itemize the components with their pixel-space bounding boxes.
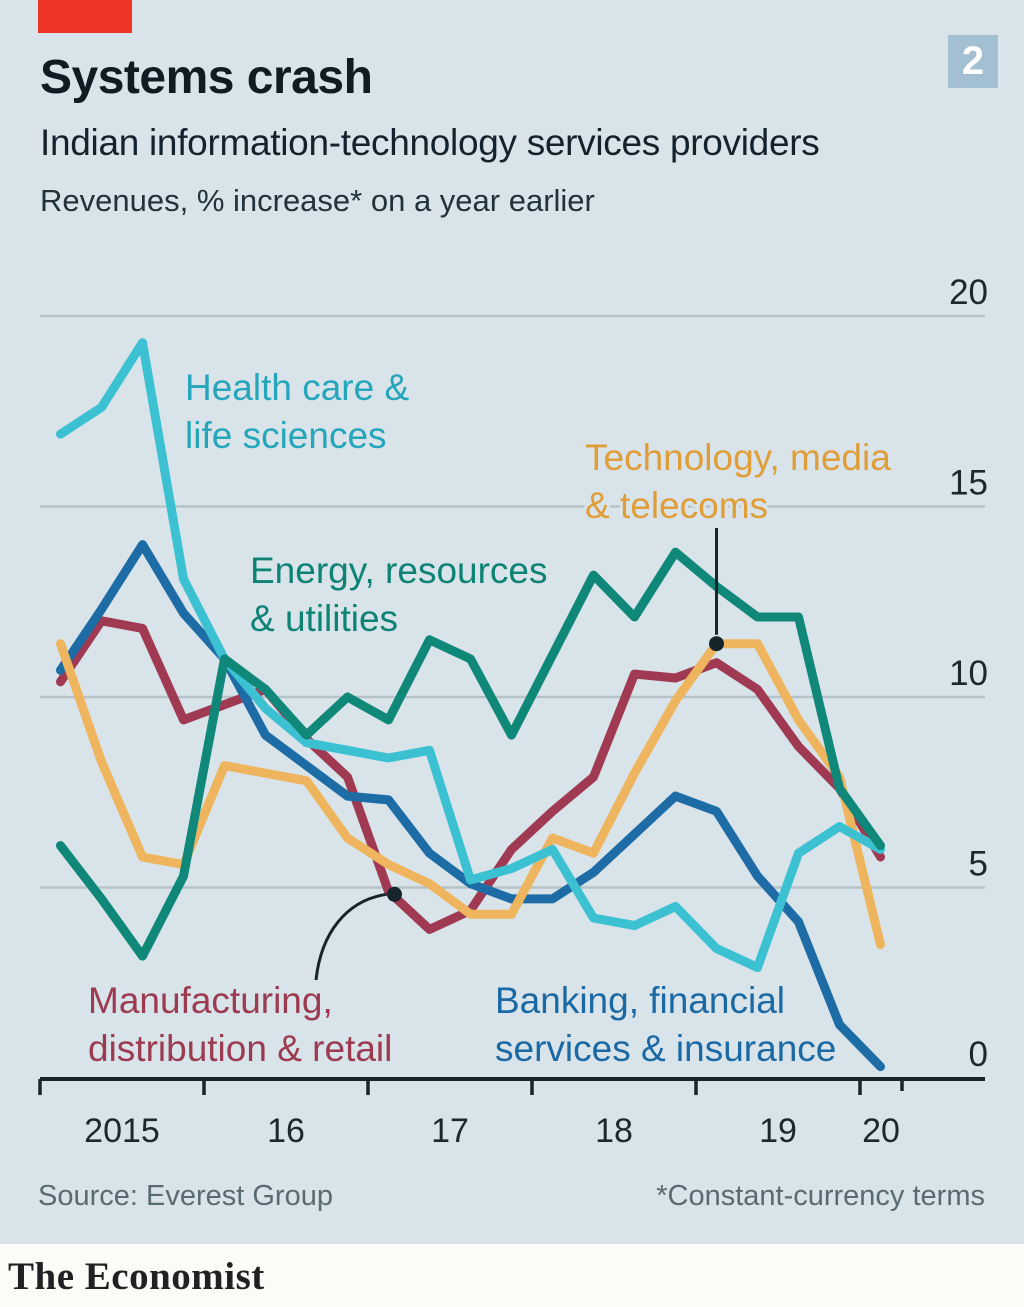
y-tick-label-10: 10 bbox=[949, 654, 988, 693]
series-line-technology-media-telecoms bbox=[56, 639, 885, 950]
series-lines bbox=[56, 338, 885, 1072]
annotation-dot-technology bbox=[709, 636, 724, 652]
series-label-banking: Banking, financial services & insurance bbox=[495, 980, 836, 1069]
source-note: Source: Everest Group bbox=[38, 1180, 333, 1212]
x-axis: 2015 16 17 18 19 20 bbox=[38, 1077, 985, 1150]
masthead-strip: The Economist bbox=[0, 1244, 1024, 1307]
y-tick-label-0: 0 bbox=[969, 1035, 988, 1074]
y-tick-label-20: 20 bbox=[949, 273, 988, 312]
y-tick-label-15: 15 bbox=[949, 464, 988, 503]
series-label-manufacturing: Manufacturing, distribution & retail bbox=[88, 980, 392, 1069]
x-tick-label-2015: 2015 bbox=[84, 1112, 160, 1150]
chart-title: Systems crash bbox=[40, 51, 373, 104]
annotation-curve-manufacturing bbox=[314, 892, 387, 981]
chart-measure-line: Revenues, % increase* on a year earlier bbox=[40, 183, 595, 218]
chart-subtitle: Indian information-technology services p… bbox=[40, 122, 820, 163]
annotation-callouts bbox=[314, 528, 724, 981]
x-tick-label-18: 18 bbox=[595, 1112, 633, 1150]
gridlines bbox=[40, 314, 985, 889]
economist-red-tab bbox=[38, 0, 132, 33]
series-line-health-care-life-sciences bbox=[56, 338, 885, 972]
series-label-technology: Technology, media & telecoms bbox=[585, 437, 901, 526]
series-label-healthcare: Health care & life sciences bbox=[185, 367, 419, 456]
series-line-energy-resources-utilities bbox=[56, 547, 885, 961]
x-tick-label-20: 20 bbox=[862, 1112, 900, 1150]
y-tick-label-5: 5 bbox=[969, 845, 988, 884]
x-tick-label-17: 17 bbox=[431, 1112, 469, 1150]
y-axis-labels: 0 5 10 15 20 bbox=[949, 273, 988, 1074]
figure-number: 2 bbox=[961, 39, 985, 83]
series-label-energy: Energy, resources & utilities bbox=[250, 550, 558, 639]
annotation-dot-manufacturing bbox=[387, 886, 402, 902]
brand-wordmark: The Economist bbox=[8, 1255, 265, 1298]
x-tick-label-16: 16 bbox=[267, 1112, 305, 1150]
figure-number-badge: 2 bbox=[948, 35, 998, 88]
footnote: *Constant-currency terms bbox=[656, 1180, 985, 1212]
x-tick-label-19: 19 bbox=[759, 1112, 797, 1150]
